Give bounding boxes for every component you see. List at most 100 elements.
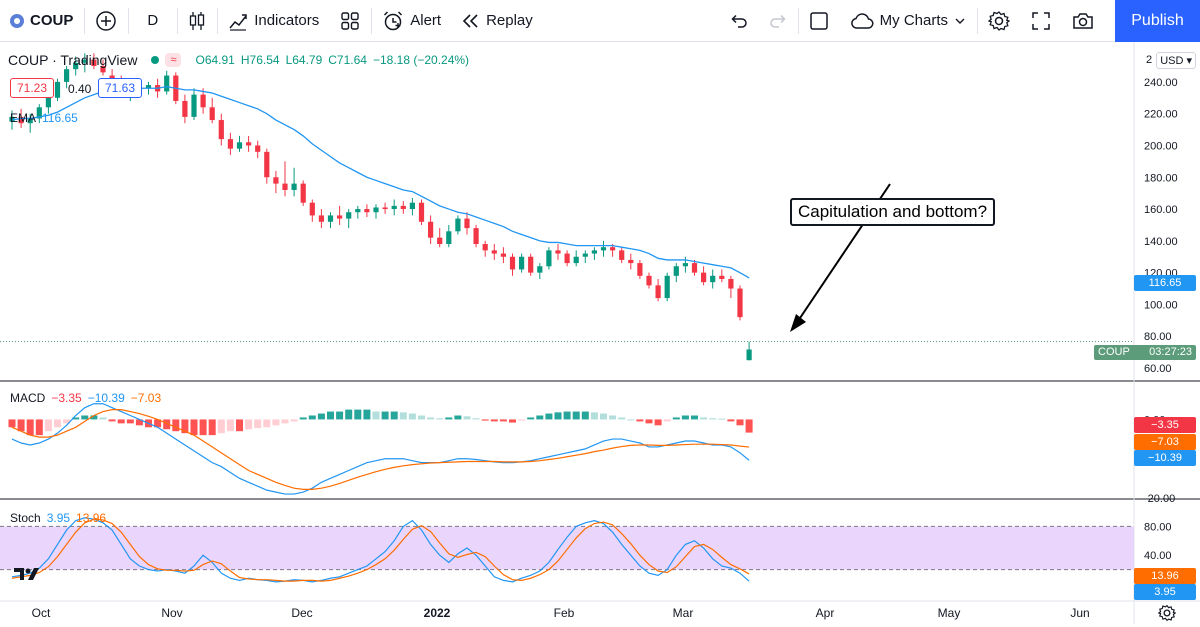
- candle-body: [409, 202, 415, 210]
- macd-histogram-bar: [263, 419, 271, 428]
- macd-histogram-bar: [499, 419, 507, 422]
- alert-button[interactable]: Alert: [372, 0, 452, 42]
- stoch-k-value: 3.95: [46, 511, 71, 525]
- macd-histogram-bar: [35, 419, 43, 436]
- rewind-icon: [462, 13, 478, 28]
- candle-body: [428, 221, 434, 238]
- snapshot-button[interactable]: [1062, 0, 1105, 42]
- ask-box[interactable]: 71.63: [98, 78, 143, 98]
- candle-body: [264, 151, 270, 178]
- annotation-callout[interactable]: Capitulation and bottom?: [790, 198, 996, 226]
- stoch-label: Stoch: [10, 511, 41, 525]
- indicators-label: Indicators: [254, 12, 320, 29]
- macd-histogram-bar: [600, 413, 607, 420]
- candle-body: [364, 209, 370, 213]
- scale-settings-button[interactable]: [1157, 604, 1177, 627]
- tradingview-logo-icon[interactable]: [14, 566, 40, 587]
- candle-body: [337, 215, 343, 219]
- macd-histogram-bar: [427, 417, 435, 420]
- plus-circle-icon: [96, 10, 117, 31]
- price-tick-label: 160.00: [1144, 204, 1178, 216]
- compare-add-button[interactable]: [85, 0, 128, 42]
- candle-body: [200, 94, 206, 108]
- chart-canvas[interactable]: 60.0080.00100.00120.00140.00160.00180.00…: [0, 42, 1200, 624]
- legend-low: L64.79: [285, 53, 323, 67]
- ema-price-tag: 116.65: [1134, 275, 1196, 291]
- candle-body: [209, 107, 215, 121]
- publish-button[interactable]: Publish: [1115, 0, 1200, 42]
- price-tick-label: 220.00: [1144, 109, 1178, 121]
- price-tick-label: 80.00: [1144, 331, 1172, 343]
- spread-value: 0.40: [68, 82, 91, 96]
- ema-label: EMA: [10, 111, 37, 125]
- replay-button[interactable]: Replay: [452, 0, 544, 42]
- bid-box[interactable]: 71.23: [10, 78, 55, 98]
- macd-histogram-bar: [8, 419, 16, 428]
- candle-body: [682, 263, 688, 267]
- candle-body: [100, 66, 106, 73]
- settings-button[interactable]: [978, 0, 1021, 42]
- candle-body: [473, 228, 479, 245]
- candle-body: [691, 263, 698, 273]
- macd-histogram-bar: [354, 409, 362, 420]
- macd-histogram-bar: [372, 411, 380, 420]
- macd-histogram-bar: [254, 419, 262, 429]
- macd-histogram-bar: [154, 419, 162, 428]
- price-tick-label: 240.00: [1144, 77, 1178, 89]
- candle-body: [9, 116, 15, 122]
- macd-histogram-bar: [163, 419, 171, 430]
- candle-body: [273, 177, 279, 184]
- candle-body: [355, 209, 361, 213]
- candle-body: [73, 62, 79, 70]
- macd-histogram-bar: [645, 419, 653, 424]
- time-tick-label: May: [938, 606, 961, 620]
- macd-histogram-bar: [308, 415, 316, 420]
- interval-button[interactable]: D: [129, 0, 177, 42]
- macd-legend: MACD −3.35 −10.39 −7.03: [10, 391, 161, 405]
- candle-body: [182, 100, 188, 117]
- arrow-head: [790, 314, 806, 332]
- macd-histogram-bar: [181, 419, 189, 434]
- gear-icon: [988, 10, 1010, 31]
- undo-button[interactable]: [720, 0, 759, 42]
- macd-histogram-bar: [345, 409, 353, 420]
- macd-histogram-bar: [563, 411, 571, 420]
- candle-body: [491, 250, 497, 254]
- symbol-search[interactable]: COUP: [0, 0, 84, 42]
- macd-histogram-bar: [681, 415, 689, 420]
- my-charts-button[interactable]: My Charts: [840, 0, 977, 42]
- macd-histogram-bar: [236, 419, 243, 432]
- candle-body: [701, 272, 707, 283]
- chart-type-button[interactable]: [178, 0, 217, 42]
- divider: [797, 7, 799, 34]
- macd-histogram-bar: [117, 419, 125, 424]
- templates-button[interactable]: [330, 0, 371, 42]
- currency-button[interactable]: USD ▾: [1156, 52, 1196, 69]
- candle-body: [218, 120, 224, 140]
- candle-body: [91, 59, 97, 66]
- price-tick-label: 100.00: [1144, 299, 1178, 311]
- top-toolbar: COUP D Indicators Alert Replay My Charts: [0, 0, 1200, 42]
- macd-histogram-bar: [272, 419, 280, 426]
- divider: [128, 7, 130, 34]
- time-tick-label: Apr: [816, 606, 835, 620]
- candle-body: [710, 275, 716, 283]
- candle-body: [537, 266, 543, 273]
- candle-body: [191, 94, 197, 117]
- last-price-symbol: COUP: [1098, 346, 1130, 358]
- macd-histogram-bar: [54, 419, 61, 428]
- fullscreen-icon: [1032, 11, 1050, 30]
- interval-label: D: [147, 12, 159, 29]
- candle-body: [728, 278, 734, 289]
- undo-icon: [731, 14, 747, 28]
- macd-histogram-bar: [636, 419, 644, 422]
- macd-histogram-bar: [281, 419, 289, 424]
- layout-button[interactable]: [799, 0, 840, 42]
- redo-button[interactable]: [759, 0, 798, 42]
- macd-histogram-bar: [727, 419, 735, 422]
- fullscreen-button[interactable]: [1021, 0, 1062, 42]
- chart-area[interactable]: 60.00 80.00 100.00 120.00 140.00 160.00 180.00…: [0, 42, 1200, 624]
- indicators-button[interactable]: Indicators: [218, 0, 330, 42]
- candle-body: [746, 349, 752, 361]
- candle-body: [418, 202, 425, 222]
